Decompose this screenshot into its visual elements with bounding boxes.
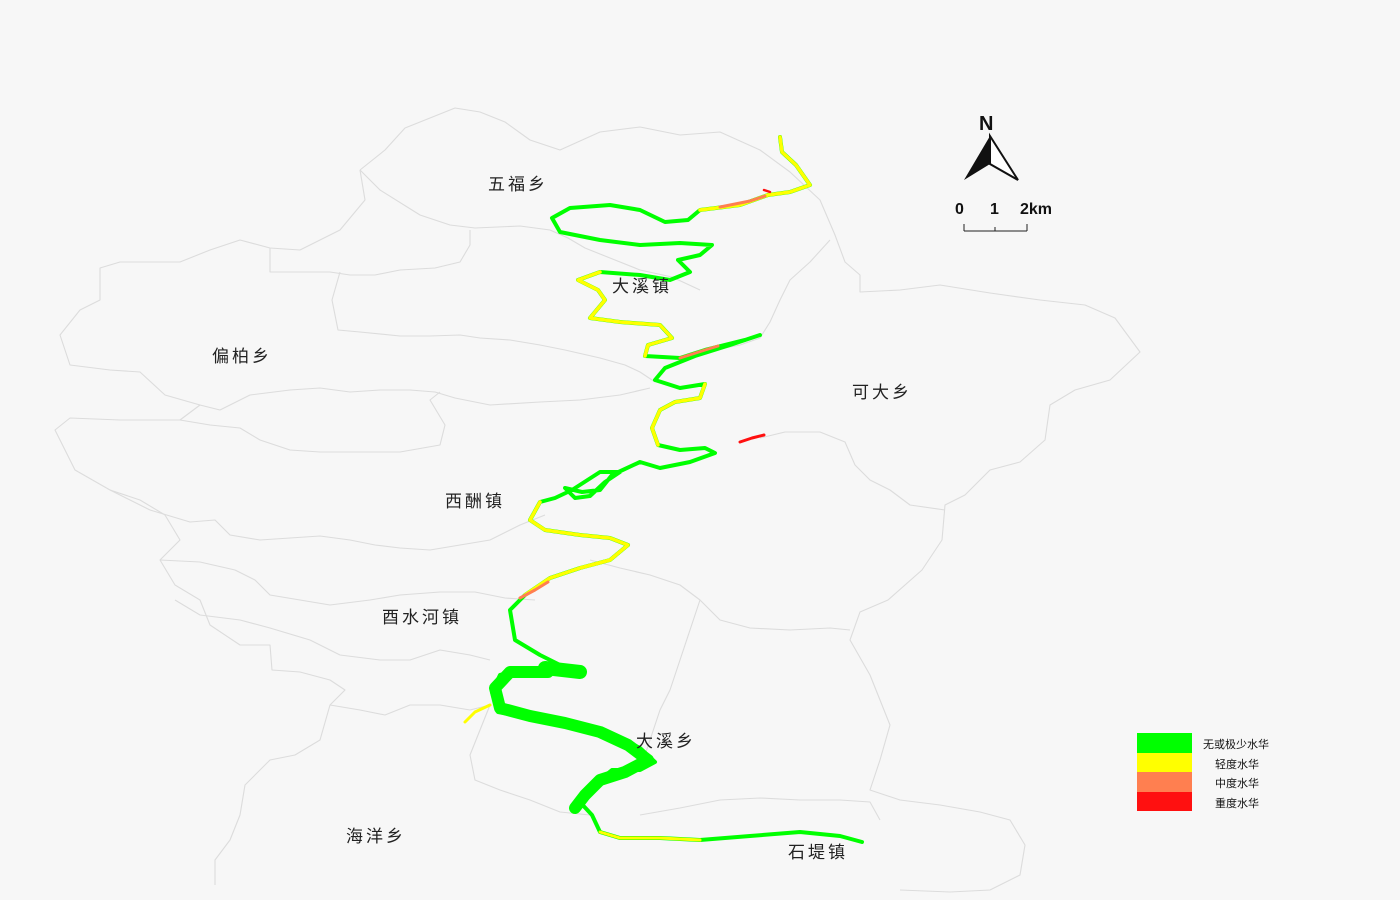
legend-swatch-red [1137,791,1192,811]
legend-swatch-orange [1137,772,1192,792]
north-label: N [979,113,994,135]
light-bloom-segment-2 [576,270,674,358]
shidi-boundary [639,797,881,821]
light-bloom-segment-5 [463,703,492,724]
town-label-xichou: 西酬镇 [445,492,505,512]
scale-tick-2: 2km [1020,201,1053,218]
town-label-daxi-town: 大溪镇 [612,277,672,297]
scale-bar [963,224,1028,232]
legend-item-heavy: 重度水华 [1137,791,1307,811]
light-bloom-segment-4 [523,500,630,597]
legend: 无或极少水华 轻度水华 中度水华 重度水华 [1137,733,1307,811]
west-boundary [54,169,366,885]
legend-swatch-green [1137,733,1192,753]
town-label-wufu: 五福乡 [488,175,548,195]
river-layer [463,135,864,844]
legend-label-heavy: 重度水华 [1215,796,1259,810]
heavy-bloom-segment-2 [762,188,772,194]
daxi-xiang-east-boundary [639,599,701,771]
town-label-keda: 可大乡 [852,383,912,403]
town-label-daxi-xiang: 大溪乡 [636,732,696,752]
north-arrow-icon [964,132,1019,181]
scale-tick-1: 1 [990,201,999,218]
haiyang-north-boundary [329,704,491,716]
xichou-west-boundary [109,489,546,551]
pianbai-south-boundary [199,387,651,411]
xishuihe-south-boundary [174,599,491,661]
legend-label-light: 轻度水华 [1215,757,1259,771]
haiyang-east-boundary [469,704,591,816]
legend-label-none: 无或极少水华 [1203,738,1269,751]
pianbai-east-boundary [331,271,656,383]
middle-east-boundary [589,559,851,631]
pianbai-north-boundary [269,230,471,276]
town-label-shidi: 石堤镇 [788,843,848,863]
town-label-xishuihe: 酉水河镇 [382,608,462,628]
town-label-pianbai: 偏柏乡 [212,347,272,367]
keda-south-boundary [759,431,946,511]
reservoir-wide-section [489,666,654,814]
keda-west-boundary [714,239,831,351]
light-bloom-segment-6 [598,830,702,842]
town-label-haiyang: 海洋乡 [346,827,406,847]
moderate-bloom-segment-3 [518,580,550,600]
scale-tick-0: 0 [955,201,964,218]
moderate-bloom-segment-1 [718,194,767,209]
reservoir-bay [538,661,587,679]
heavy-bloom-segment-1 [738,433,766,444]
moderate-bloom-segment-2 [678,344,720,360]
legend-swatch-yellow [1137,752,1192,772]
west-middle-boundary [179,391,446,453]
township-boundaries [54,107,1141,893]
legend-item-moderate: 中度水华 [1137,772,1307,792]
legend-item-light: 轻度水华 [1137,752,1307,772]
light-bloom-segment-3 [650,382,707,447]
wufu-daxi-boundary [359,169,701,291]
legend-item-none: 无或极少水华 [1137,733,1307,753]
legend-label-moderate: 中度水华 [1215,777,1259,790]
xichou-south-boundary [159,559,536,606]
outer-boundary [359,107,1141,893]
